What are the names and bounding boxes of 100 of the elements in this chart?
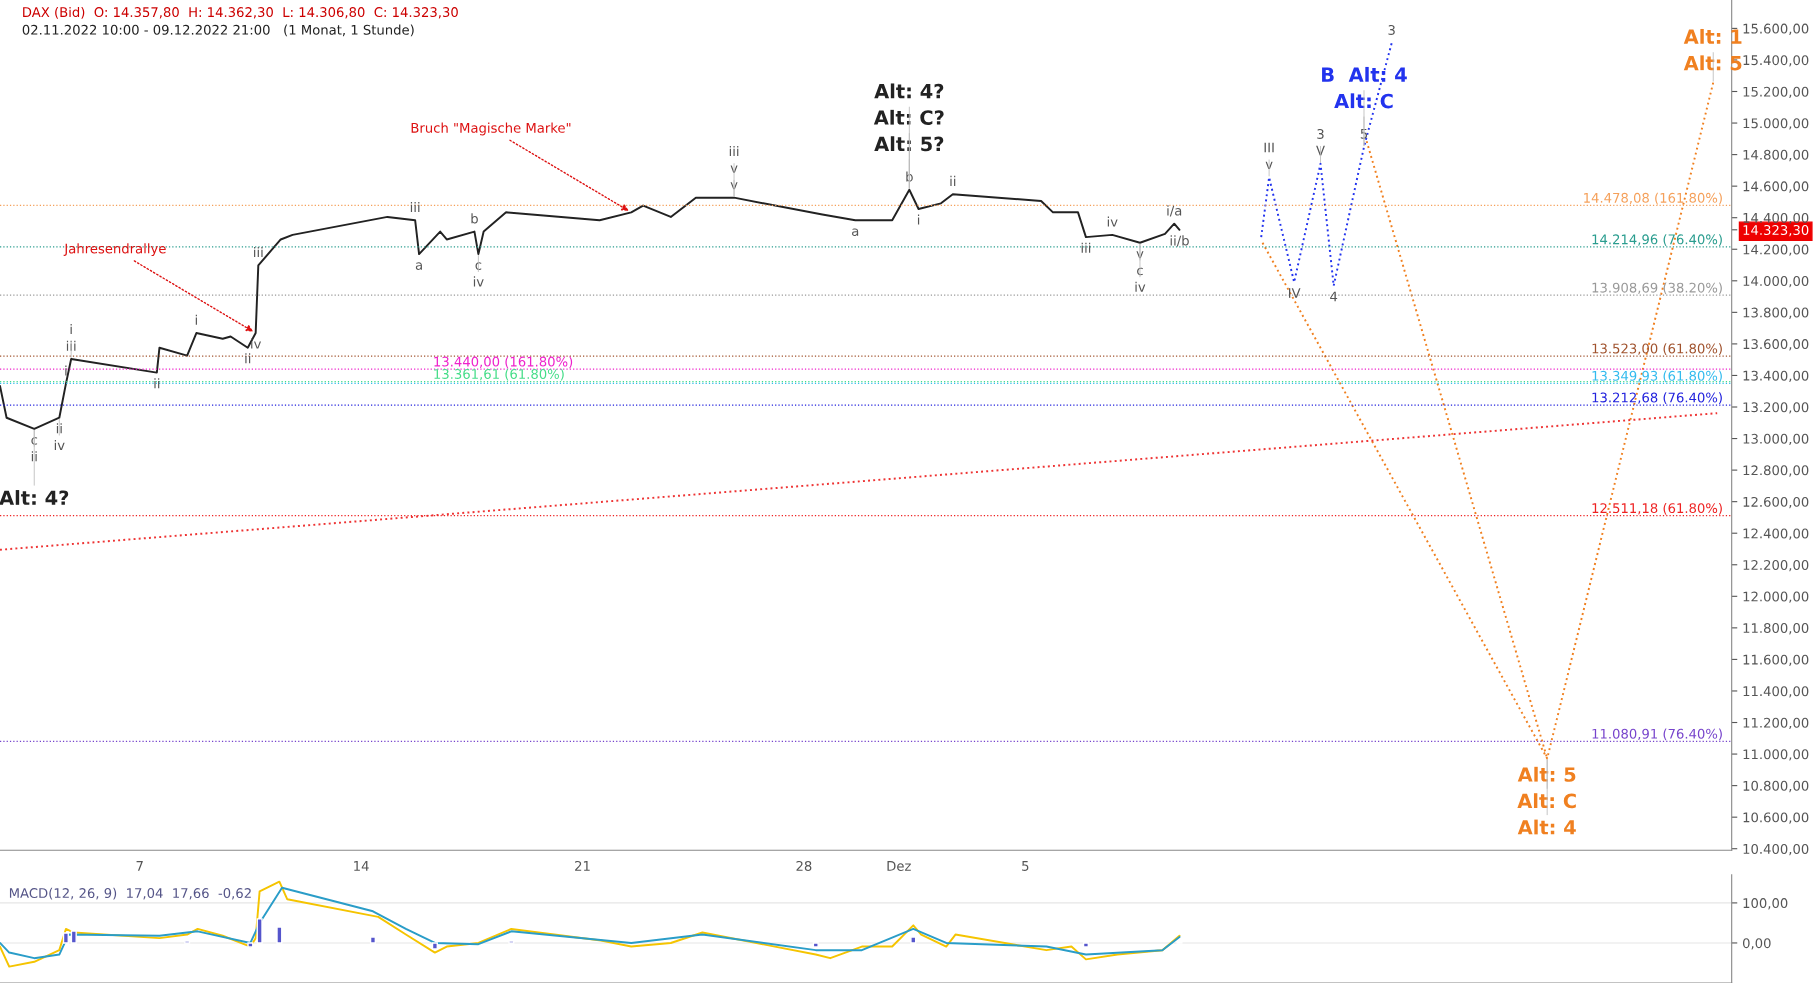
x-tick-label: 5 (1022, 861, 1029, 871)
annotation: Alt: 5 (1517, 766, 1576, 782)
annotation: ii/b (1170, 235, 1189, 247)
annotation: b (471, 213, 478, 224)
annotation: i (70, 324, 72, 335)
ref-line-label: 14.214,96 (76.40%) (1592, 234, 1722, 246)
y-tick-label: 11.200,00 (1743, 717, 1809, 730)
y-tick-label: 11.400,00 (1743, 686, 1809, 698)
annotation: Alt: C? (873, 109, 944, 125)
y-tick-label: 14.000,00 (1743, 276, 1809, 288)
y-tick-label: 12.400,00 (1743, 528, 1809, 540)
y-tick-label: 11.000,00 (1743, 749, 1809, 761)
y-tick-label: 13.200,00 (1743, 402, 1809, 414)
annotation: iii (1081, 242, 1091, 253)
y-tick-label: 14.800,00 (1743, 149, 1809, 162)
annotation: 3 (1388, 24, 1395, 35)
x-tick-label: 21 (575, 860, 590, 871)
y-tick-label: 11.600,00 (1743, 654, 1809, 666)
annotation: Bruch "Magische Marke" (411, 122, 571, 136)
annotation: a (852, 228, 859, 236)
ref-line-label: 13.349,93 (61.80%) (1592, 370, 1722, 383)
annotation: Alt: 4 (1517, 819, 1576, 835)
annotation: iii (254, 247, 263, 258)
y-tick-label: 13.000,00 (1743, 433, 1809, 446)
y-tick-label: 10.600,00 (1743, 812, 1809, 824)
annotation: iv (1135, 281, 1146, 292)
x-tick-label: Dez (887, 861, 911, 871)
annotation: Alt: 1 (1683, 28, 1742, 44)
ref-line-label: 11.080,91 (76.40%) (1592, 728, 1722, 741)
annotation: Alt: 4? (874, 83, 944, 99)
text: 02.11.2022 10:00 - 09.12.2022 21:00 (1 Monat, 1 Stunde) (22, 24, 414, 37)
annotation: i (195, 314, 197, 325)
annotation: Alt: 4? (0, 490, 69, 505)
annotation: a (415, 262, 422, 270)
annotation: Alt: C (1517, 793, 1576, 809)
annotation: iii (729, 146, 739, 157)
annotation: III (1264, 142, 1274, 153)
annotation: 4 (1330, 291, 1338, 302)
y-tick-label: 11.800,00 (1743, 623, 1809, 635)
x-tick-label: 7 (136, 861, 143, 871)
annotation: 5 (1360, 128, 1368, 139)
y-tick-label: 12.800,00 (1743, 465, 1809, 477)
ref-line-label: 14.478,08 (161.80%) (1584, 192, 1722, 205)
annotation: i (65, 365, 67, 376)
annotation: iv (54, 439, 65, 450)
y-tick-label: 100,00 (1743, 898, 1788, 910)
chart-title: DAX (Bid) O: 14.357,80 H: 14.362,30 L: 14.306,80 C: 14.323,30 (23, 6, 458, 19)
annotation: ii (31, 451, 37, 462)
y-tick-label: 15.400,00 (1743, 55, 1809, 67)
ref-line-label: 13.361,61 (61.80%) (434, 368, 564, 381)
ref-line-label: 13.523,00 (61.80%) (1592, 343, 1722, 356)
annotation: iii (410, 201, 420, 212)
annotation: ii (950, 175, 956, 186)
annotation: 3 (1317, 128, 1324, 139)
y-tick-label: 14.600,00 (1743, 181, 1809, 193)
annotation: Alt: C (1334, 93, 1393, 109)
annotation: ii (56, 423, 62, 434)
y-tick-label: 12.600,00 (1743, 496, 1809, 509)
annotation: Alt: 5? (874, 136, 944, 152)
ref-line-label: 13.908,69 (38.20%) (1592, 282, 1722, 295)
ref-line-label: 13.212,68 (76.40%) (1592, 392, 1722, 404)
annotation: v (730, 165, 738, 173)
annotation: B Alt: 4 (1322, 66, 1407, 82)
y-tick-label: 15.600,00 (1743, 23, 1809, 35)
annotation: ii (245, 353, 251, 364)
annotation: MACD(12, 26, 9) 17,04 17,66 -0,62 (9, 887, 251, 900)
annotation: iv (251, 338, 262, 349)
y-tick-label: 13.600,00 (1743, 339, 1809, 351)
annotation: v (1265, 161, 1273, 170)
annotation: iii (66, 340, 76, 351)
y-tick-label: 12.000,00 (1743, 591, 1809, 603)
ref-line-label: 12.511,18 (61.80%) (1592, 502, 1722, 515)
y-tick-label: 15.200,00 (1743, 86, 1809, 99)
annotation: ii (154, 378, 160, 389)
y-tick-label: 14.200,00 (1743, 244, 1809, 256)
y-tick-label: 0,00 (1742, 938, 1771, 950)
annotation: Alt: 5 (1683, 55, 1742, 71)
annotation: v (730, 182, 738, 190)
x-tick-label: 28 (796, 860, 812, 871)
y-tick-label: 12.200,00 (1743, 559, 1809, 572)
annotation: i/a (1167, 205, 1182, 217)
y-tick-label: 15.000,00 (1743, 118, 1809, 130)
y-tick-label: 13.800,00 (1743, 307, 1809, 319)
annotation: i (917, 214, 920, 225)
annotation: iv (473, 276, 484, 287)
annotation: iv (1107, 216, 1118, 227)
annotation: V (1316, 145, 1325, 156)
annotation: b (906, 171, 913, 182)
annotation: c (1137, 267, 1143, 276)
x-tick-label: 14 (354, 861, 369, 871)
y-tick-label: 10.400,00 (1743, 843, 1809, 856)
ref-line-label: 13.440,00 (161.80%) (434, 356, 573, 369)
y-tick-label: 13.400,00 (1743, 370, 1809, 382)
annotation: c (475, 262, 482, 270)
y-tick-label: 14.323,30 (1743, 225, 1809, 237)
annotation: c (31, 437, 38, 445)
annotation: IV (1288, 288, 1301, 298)
annotation: v (1136, 251, 1144, 259)
annotation: Jahresendrallye (63, 243, 166, 257)
y-tick-label: 10.800,00 (1743, 780, 1809, 793)
